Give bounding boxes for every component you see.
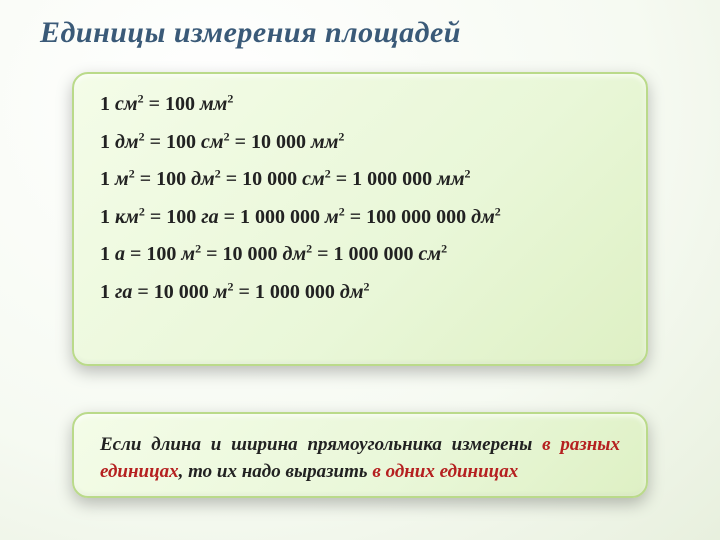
part-unit: м	[214, 281, 228, 303]
part-unit: га	[201, 206, 218, 228]
equals: =	[132, 281, 153, 303]
part-qty: 100	[156, 168, 191, 190]
equals: =	[145, 206, 166, 228]
part-unit: дм	[283, 243, 307, 265]
equals: =	[234, 281, 255, 303]
lead-qty: 1	[100, 206, 115, 228]
part-qty: 10 000	[251, 131, 311, 153]
part-sup: 2	[495, 204, 501, 218]
lead-unit: га	[115, 281, 132, 303]
lead-qty: 1	[100, 168, 115, 190]
part-qty: 100	[165, 93, 200, 115]
equals: =	[135, 168, 156, 190]
formula-row: 1 га = 10 000 м2 = 1 000 000 дм2	[100, 280, 620, 306]
part-sup: 2	[465, 167, 471, 181]
lead-qty: 1	[100, 93, 115, 115]
note-em2: в одних единицах	[372, 461, 518, 482]
note-mid: , то их надо выразить	[179, 461, 373, 482]
formulas-panel: 1 см2 = 100 мм21 дм2 = 100 см2 = 10 000 …	[72, 72, 648, 366]
equals: =	[201, 243, 222, 265]
part-qty: 1 000 000	[352, 168, 437, 190]
formula-row: 1 см2 = 100 мм2	[100, 92, 620, 118]
part-qty: 10 000	[223, 243, 283, 265]
note-pre: Если длина и ширина прямоугольника измер…	[100, 434, 542, 455]
equals: =	[331, 168, 352, 190]
lead-qty: 1	[100, 131, 115, 153]
part-unit: см	[302, 168, 325, 190]
equals: =	[145, 131, 166, 153]
equals: =	[125, 243, 146, 265]
part-qty: 10 000	[154, 281, 214, 303]
equals: =	[144, 93, 165, 115]
formula-row: 1 м2 = 100 дм2 = 10 000 см2 = 1 000 000 …	[100, 167, 620, 193]
part-qty: 1 000 000	[334, 243, 419, 265]
part-unit: мм	[200, 93, 227, 115]
part-qty: 1 000 000	[255, 281, 340, 303]
equals: =	[230, 131, 251, 153]
equals: =	[221, 168, 242, 190]
part-unit: см	[201, 131, 224, 153]
equals: =	[345, 206, 366, 228]
part-qty: 100	[166, 206, 201, 228]
part-unit: см	[419, 243, 442, 265]
page-title: Единицы измерения площадей	[40, 16, 680, 50]
part-unit: дм	[471, 206, 495, 228]
part-sup: 2	[227, 91, 233, 105]
part-qty: 100	[146, 243, 181, 265]
part-qty: 10 000	[242, 168, 302, 190]
lead-unit: см	[115, 93, 138, 115]
note-text: Если длина и ширина прямоугольника измер…	[100, 432, 620, 485]
formula-row: 1 а = 100 м2 = 10 000 дм2 = 1 000 000 см…	[100, 242, 620, 268]
part-unit: м	[325, 206, 339, 228]
formula-row: 1 км2 = 100 га = 1 000 000 м2 = 100 000 …	[100, 205, 620, 231]
part-sup: 2	[364, 279, 370, 293]
part-unit: м	[181, 243, 195, 265]
lead-unit: м	[115, 168, 129, 190]
lead-qty: 1	[100, 243, 115, 265]
lead-qty: 1	[100, 281, 115, 303]
equals: =	[219, 206, 240, 228]
formula-row: 1 дм2 = 100 см2 = 10 000 мм2	[100, 130, 620, 156]
part-qty: 100 000 000	[366, 206, 471, 228]
note-panel: Если длина и ширина прямоугольника измер…	[72, 412, 648, 498]
lead-unit: дм	[115, 131, 139, 153]
equals: =	[312, 243, 333, 265]
part-sup: 2	[441, 242, 447, 256]
part-sup: 2	[338, 129, 344, 143]
part-unit: дм	[340, 281, 364, 303]
lead-unit: а	[115, 243, 125, 265]
part-unit: дм	[191, 168, 215, 190]
part-unit: мм	[437, 168, 464, 190]
part-qty: 1 000 000	[240, 206, 325, 228]
part-unit: мм	[311, 131, 338, 153]
part-qty: 100	[166, 131, 201, 153]
lead-unit: км	[115, 206, 139, 228]
